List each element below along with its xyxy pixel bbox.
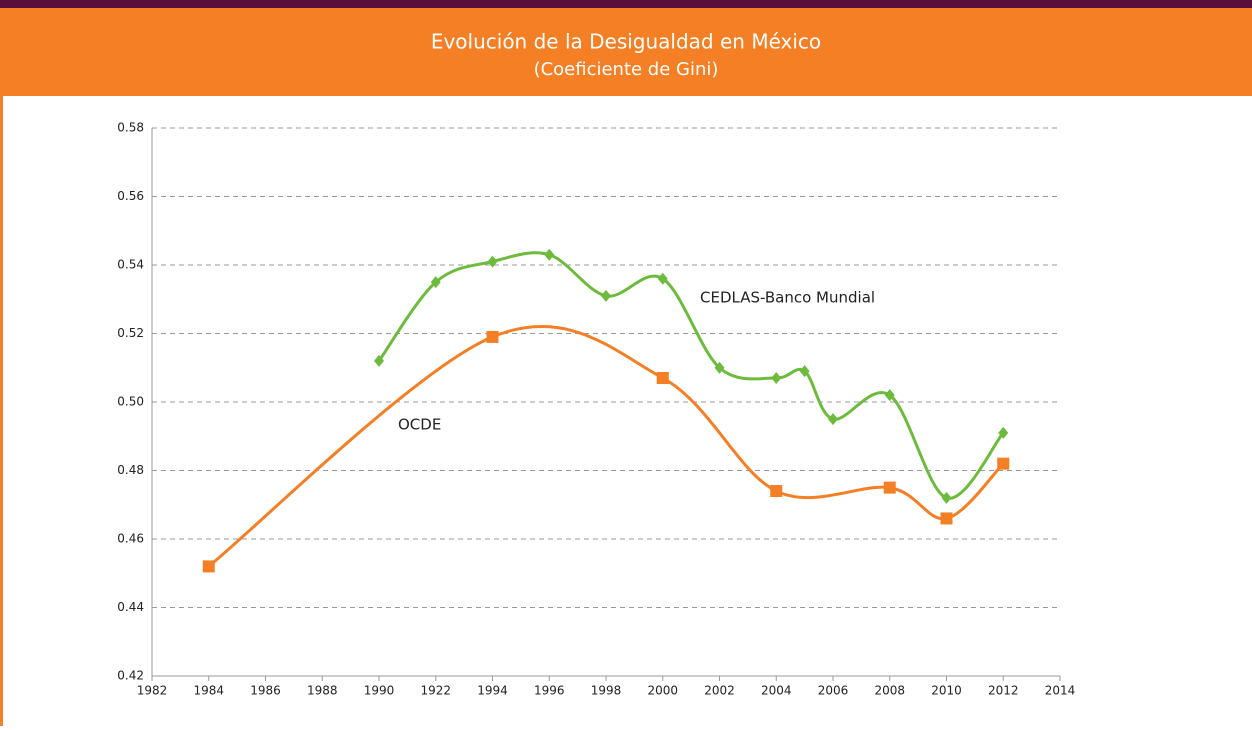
point: [486, 330, 499, 343]
y-tick-label: 0.46: [117, 532, 144, 546]
x-tick-label: 2010: [931, 684, 962, 698]
top-bar: [0, 0, 1252, 8]
x-tick-label: 1982: [137, 684, 168, 698]
point: [657, 272, 668, 285]
x-tick-label: 2012: [988, 684, 1019, 698]
point: [374, 354, 384, 367]
y-tick-label: 0.52: [117, 326, 144, 340]
x-tick-label: 2006: [818, 684, 849, 698]
x-tick-label: 1984: [193, 684, 224, 698]
point: [997, 457, 1010, 470]
x-tick-label: 2002: [704, 684, 735, 698]
point: [828, 413, 838, 426]
x-tick-label: 2000: [647, 684, 678, 698]
x-tick-label: 2004: [761, 684, 792, 698]
x-tick-label: 1994: [477, 684, 508, 698]
left-border: [0, 96, 3, 726]
point: [771, 372, 782, 385]
point: [714, 361, 725, 374]
point: [941, 491, 952, 504]
y-tick-label: 0.48: [117, 463, 144, 477]
point: [656, 372, 669, 385]
y-tick-label: 0.50: [117, 395, 144, 409]
header: [0, 8, 1252, 96]
x-tick-label: 2008: [874, 684, 905, 698]
y-tick-label: 0.44: [117, 600, 144, 614]
point: [799, 365, 810, 378]
point: [884, 389, 895, 402]
chart-title: Evolución de la Desigualdad en México: [431, 30, 821, 54]
series-label: OCDE: [398, 416, 441, 434]
point: [487, 255, 498, 268]
series-line: [377, 251, 1005, 500]
series-label: CEDLAS-Banco Mundial: [700, 289, 875, 307]
x-tick-label: 1988: [307, 684, 338, 698]
point: [544, 248, 555, 261]
x-tick-label: 1922: [420, 684, 451, 698]
chart-subtitle: (Coeficiente de Gini): [534, 59, 719, 80]
x-tick-label: 1990: [364, 684, 395, 698]
x-tick-label: 2014: [1045, 684, 1076, 698]
x-tick-label: 1998: [591, 684, 622, 698]
x-tick-label: 1996: [534, 684, 565, 698]
y-tick-label: 0.58: [117, 121, 144, 135]
point: [998, 426, 1009, 439]
series-line: [207, 325, 1005, 568]
point: [940, 512, 953, 525]
point: [430, 276, 441, 289]
point: [770, 485, 783, 498]
point: [202, 560, 215, 573]
point: [601, 289, 611, 302]
point: [883, 481, 896, 494]
y-tick-label: 0.56: [117, 189, 144, 203]
y-tick-label: 0.54: [117, 258, 144, 272]
y-tick-label: 0.42: [117, 669, 144, 683]
x-tick-label: 1986: [250, 684, 281, 698]
